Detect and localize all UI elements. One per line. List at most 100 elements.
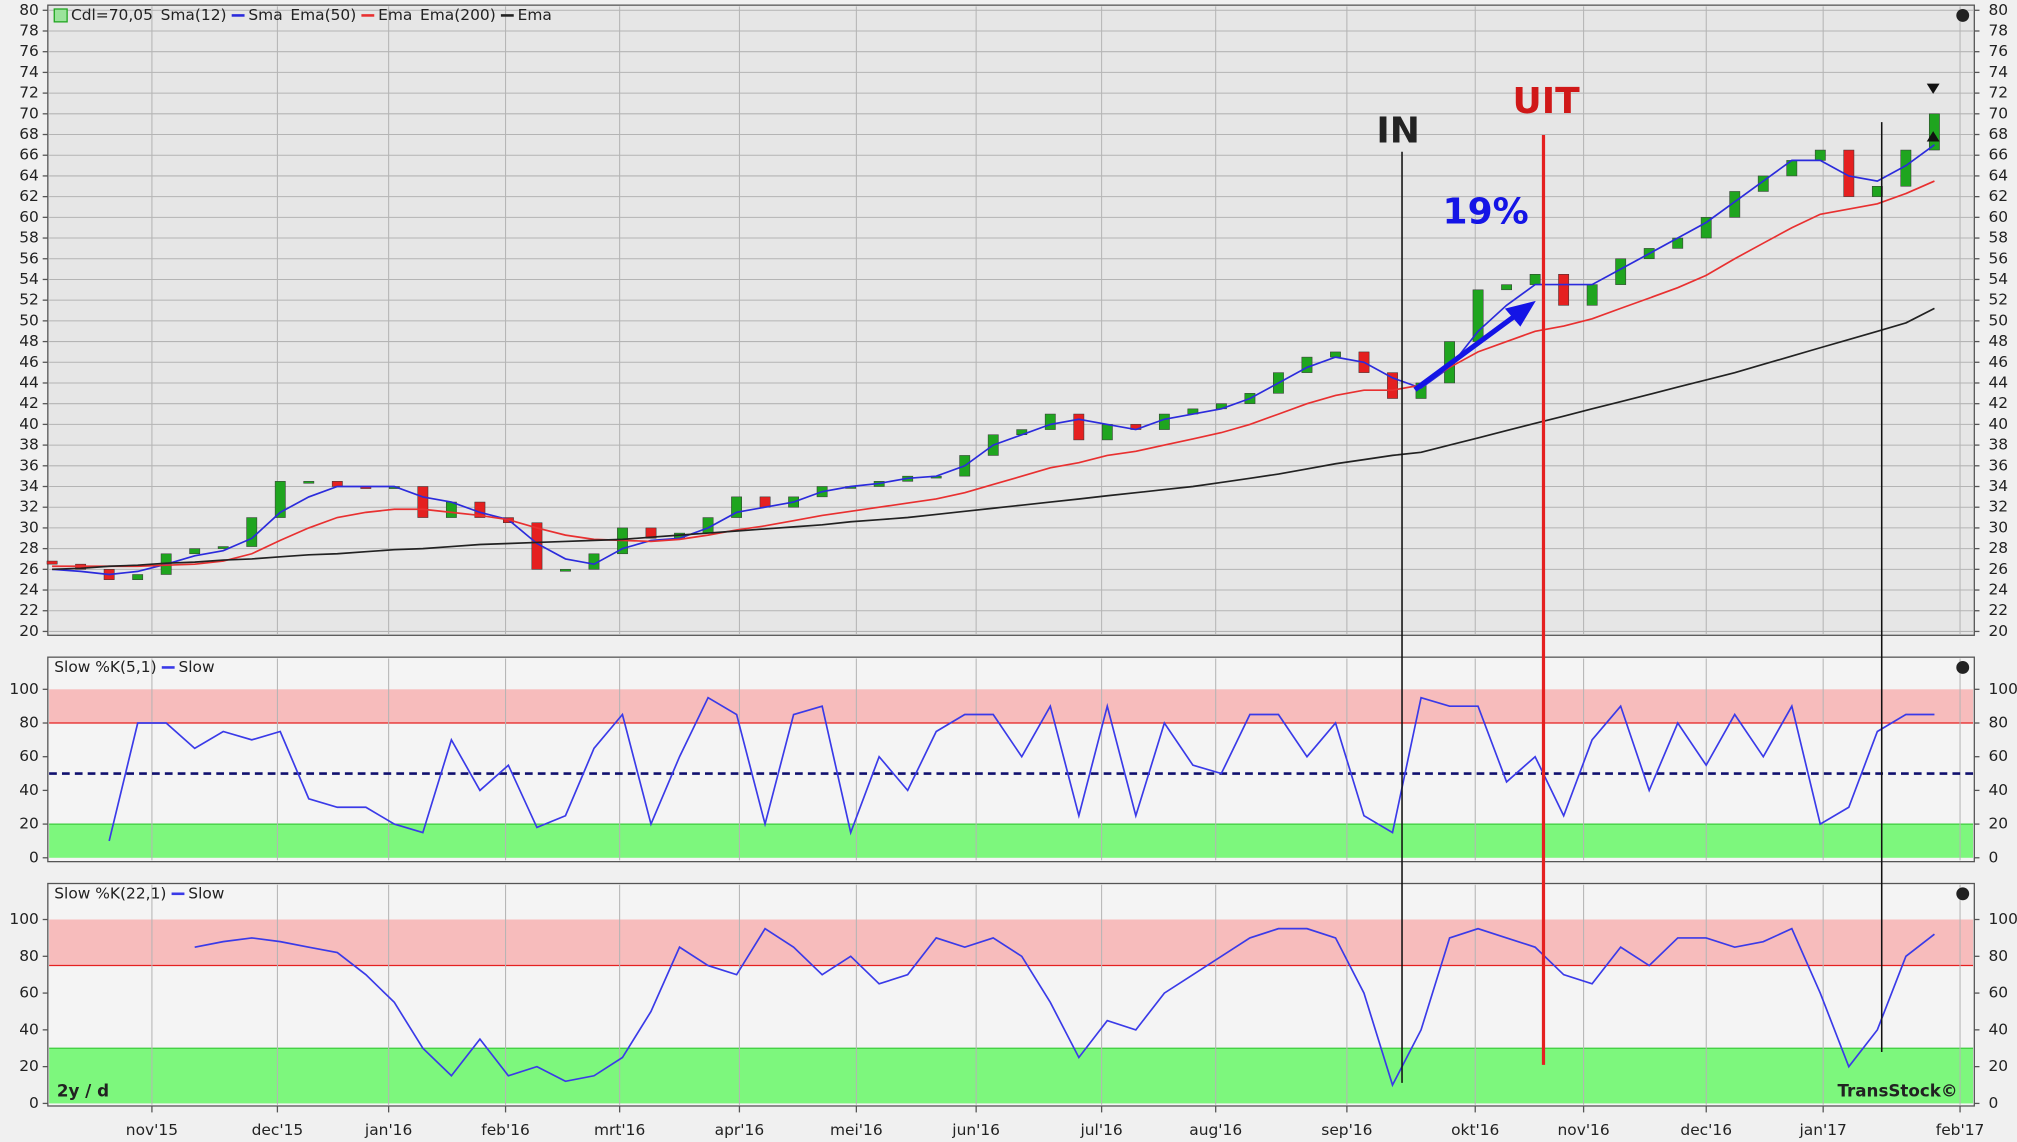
y-tick-label: 58 — [19, 229, 39, 247]
y-tick-label-right: 60 — [1988, 208, 2008, 226]
x-tick-label: mrt'16 — [594, 1121, 645, 1139]
period-label: 2y / d — [57, 1080, 109, 1100]
y-tick-label: 56 — [19, 249, 39, 267]
y-tick-label-right: 62 — [1988, 187, 2008, 205]
marker-down — [1926, 83, 1940, 94]
y-tick-label: 68 — [19, 125, 39, 143]
candle — [1158, 413, 1170, 430]
y-tick-label: 80 — [19, 714, 39, 732]
y-tick-label: 40 — [19, 415, 39, 433]
y-tick-label-right: 40 — [1988, 415, 2008, 433]
y-tick-label: 60 — [19, 208, 39, 226]
annotation-uit: UIT — [1512, 81, 1580, 122]
y-tick-label-right: 44 — [1988, 373, 2008, 391]
y-tick-label-right: 80 — [1988, 1, 2008, 19]
y-tick-label-right: 50 — [1988, 311, 2008, 329]
y-tick-label: 40 — [19, 1020, 39, 1038]
y-tick-label-right: 68 — [1988, 125, 2008, 143]
y-tick-label: 100 — [9, 910, 38, 928]
y-tick-label-right: 36 — [1988, 456, 2008, 474]
y-tick-label-right: 66 — [1988, 146, 2008, 164]
y-tick-label-right: 76 — [1988, 42, 2008, 60]
y-tick-label-right: 40 — [1988, 781, 2008, 799]
annotation-pct: 19% — [1443, 191, 1529, 232]
legend-entry: Slow — [188, 884, 224, 902]
candle — [759, 496, 771, 508]
y-tick-label-right: 70 — [1988, 104, 2008, 122]
series-line — [52, 307, 1935, 571]
y-tick-label-right: 0 — [1988, 848, 1998, 866]
y-tick-label-right: 74 — [1988, 63, 2008, 81]
y-tick-label-right: 46 — [1988, 353, 2008, 371]
y-tick-label: 34 — [19, 477, 39, 495]
band — [49, 919, 1974, 966]
y-tick-label: 62 — [19, 187, 39, 205]
candle — [246, 517, 258, 547]
x-tick-label: okt'16 — [1451, 1121, 1499, 1139]
candle — [1101, 424, 1113, 441]
y-tick-label-right: 58 — [1988, 229, 2008, 247]
y-tick-label: 0 — [29, 1094, 39, 1112]
series-line — [52, 180, 1935, 568]
annotation-in: IN — [1376, 110, 1420, 151]
x-tick-label: apr'16 — [715, 1121, 764, 1139]
y-tick-label: 40 — [19, 781, 39, 799]
y-tick-label-right: 78 — [1988, 21, 2008, 39]
annotations: IN UIT 19% 2y / d TransStock© — [57, 81, 1958, 1100]
x-tick-label: dec'15 — [252, 1121, 304, 1139]
x-tick-label: mei'16 — [830, 1121, 883, 1139]
x-tick-label: feb'16 — [481, 1121, 530, 1139]
y-tick-label-right: 56 — [1988, 249, 2008, 267]
y-tick-label-right: 60 — [1988, 747, 2008, 765]
y-tick-label: 54 — [19, 270, 39, 288]
candle — [274, 481, 286, 518]
y-tick-label: 32 — [19, 498, 39, 516]
legend-label: Slow %K(5,1) — [54, 658, 156, 676]
legend-label: Ema(200) — [420, 6, 496, 24]
candle — [1472, 289, 1484, 342]
legend-entry: Slow — [178, 658, 214, 676]
marker-up — [1926, 131, 1940, 142]
candle — [1814, 149, 1826, 161]
x-tick-label: aug'16 — [1189, 1121, 1242, 1139]
x-tick-label: feb'17 — [1936, 1121, 1985, 1139]
y-tick-label: 20 — [19, 1057, 39, 1075]
y-tick-label-right: 20 — [1988, 622, 2008, 640]
y-tick-label: 30 — [19, 518, 39, 536]
y-tick-label: 26 — [19, 560, 39, 578]
x-tick-label: jul'16 — [1080, 1121, 1123, 1139]
y-tick-label: 50 — [19, 311, 39, 329]
candle — [46, 560, 58, 565]
x-tick-label: jan'17 — [1798, 1121, 1846, 1139]
series-line — [194, 927, 1935, 1088]
candle — [645, 527, 657, 539]
y-tick-label: 60 — [19, 747, 39, 765]
legend-entry: Cdl=70,05 — [71, 6, 153, 24]
y-tick-label: 52 — [19, 291, 39, 309]
y-tick-label-right: 20 — [1988, 815, 2008, 833]
y-tick-label: 60 — [19, 984, 39, 1002]
candle — [1928, 113, 1940, 151]
candle — [1586, 284, 1598, 306]
y-tick-label: 74 — [19, 63, 39, 81]
candle — [1073, 413, 1085, 441]
candle — [1387, 372, 1398, 399]
y-tick-label-right: 48 — [1988, 332, 2008, 350]
candle — [1044, 413, 1056, 430]
candle — [1729, 191, 1741, 218]
band — [49, 689, 1974, 724]
y-tick-label-right: 100 — [1988, 680, 2017, 698]
y-tick-label-right: 80 — [1988, 714, 2008, 732]
y-tick-label-right: 20 — [1988, 1057, 2008, 1075]
candle — [417, 486, 429, 518]
candle — [1757, 175, 1769, 192]
y-tick-label-right: 22 — [1988, 601, 2008, 619]
candle — [189, 548, 201, 555]
band — [49, 824, 1974, 858]
y-tick-label-right: 80 — [1988, 947, 2008, 965]
candle — [303, 481, 315, 484]
y-tick-label: 76 — [19, 42, 39, 60]
y-tick-label: 48 — [19, 332, 39, 350]
y-tick-label-right: 32 — [1988, 498, 2008, 516]
